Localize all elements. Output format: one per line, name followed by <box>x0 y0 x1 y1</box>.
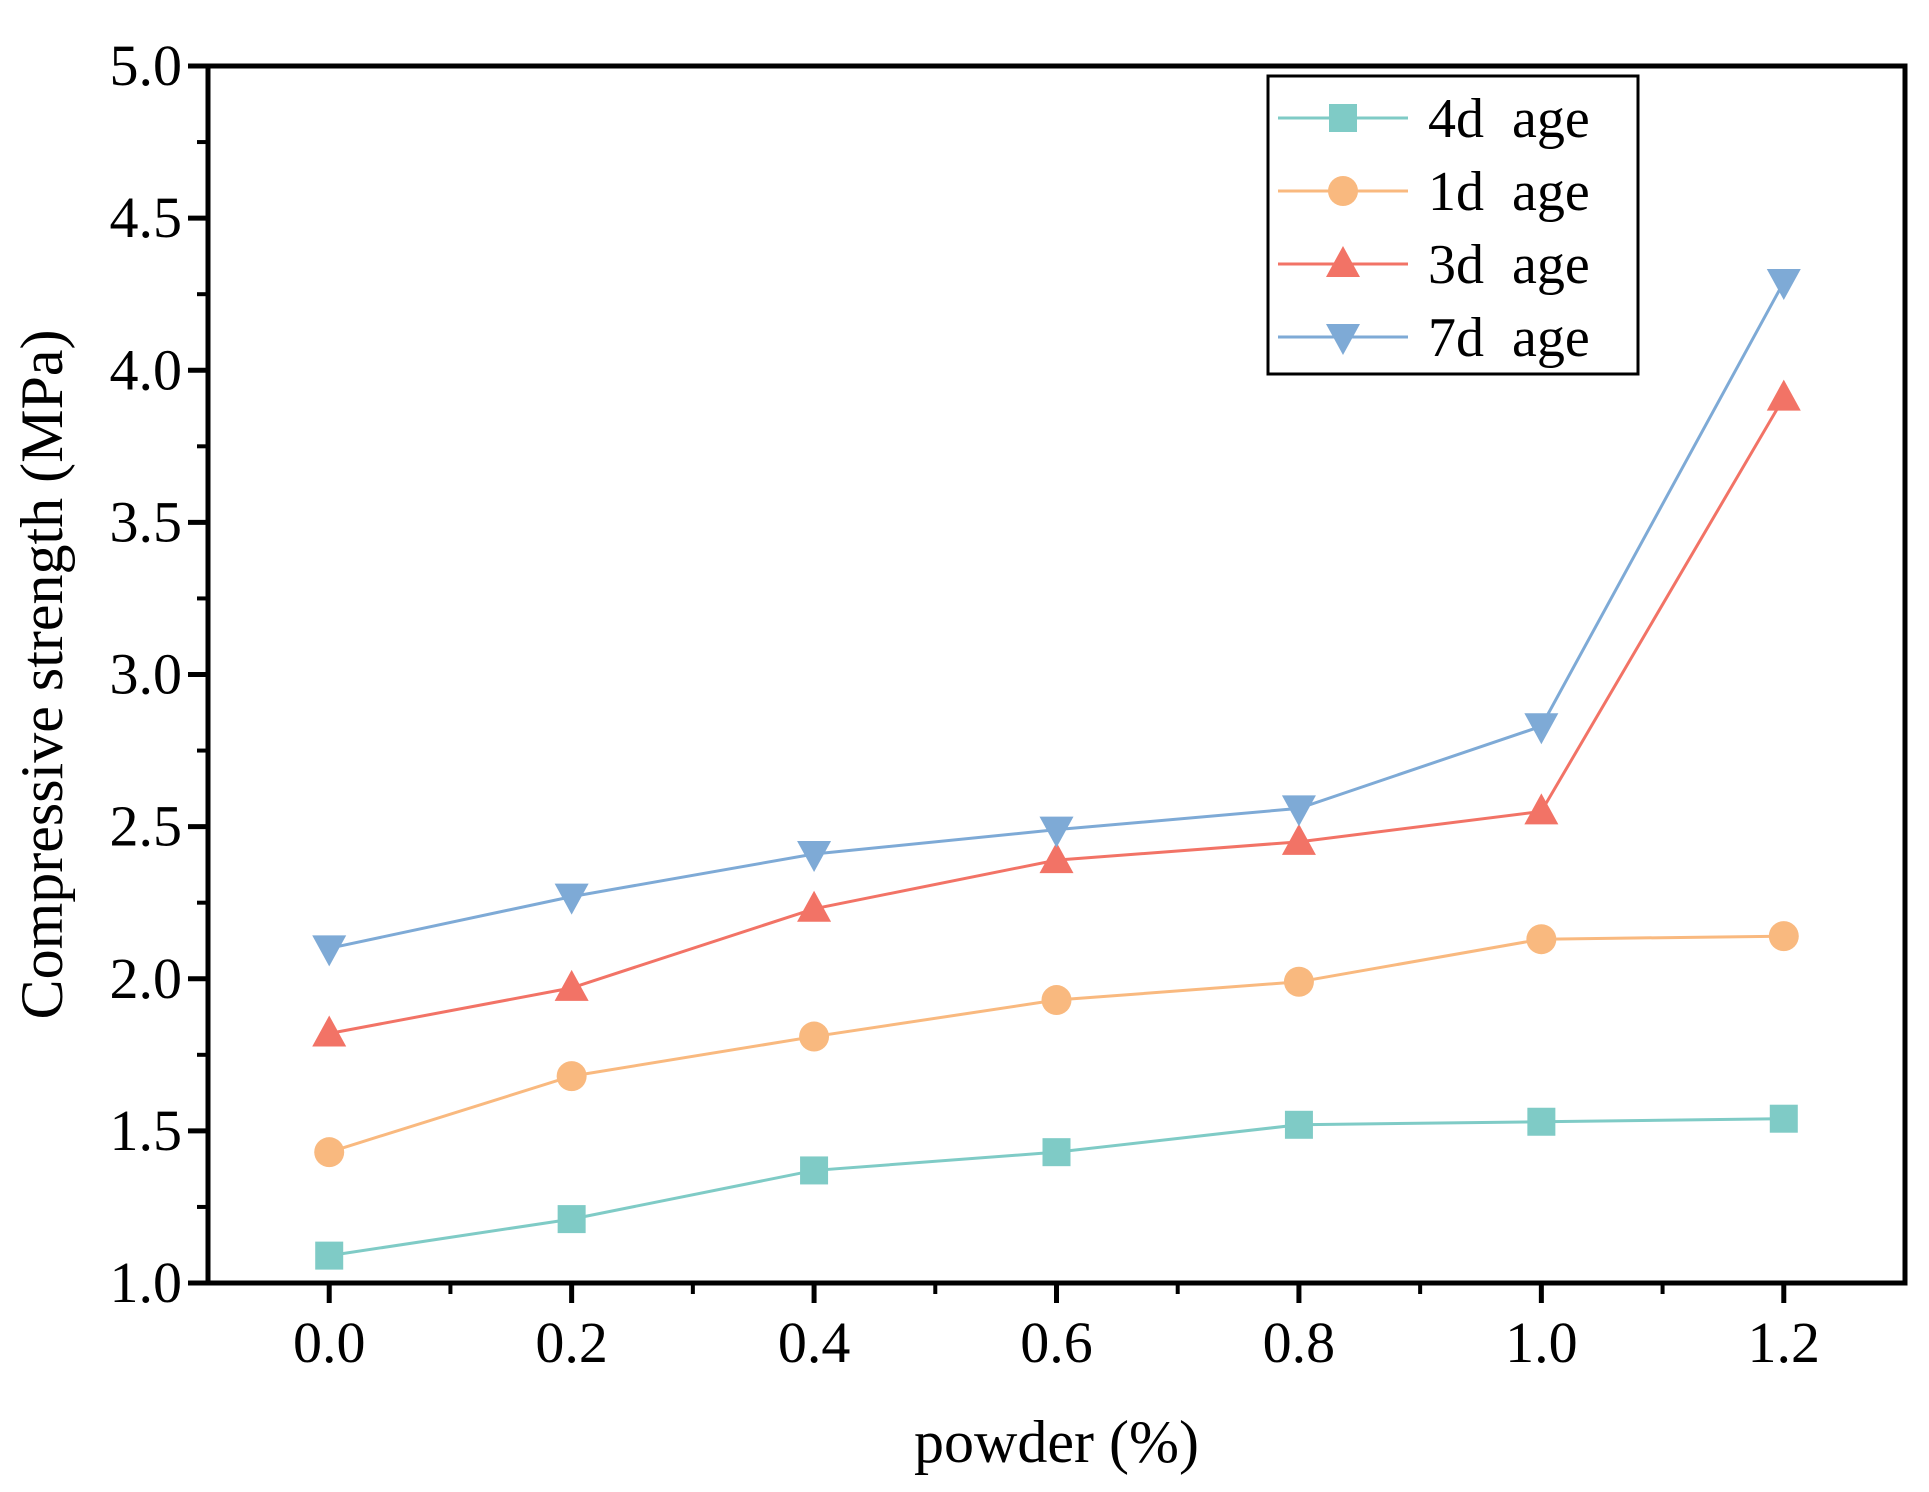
legend-label: 7d age <box>1428 307 1590 369</box>
series-3 <box>312 269 1801 967</box>
legend: 4d age 1d age 3d age 7d age <box>1266 74 1640 376</box>
series-1 <box>314 921 1799 1168</box>
data-point <box>1284 1110 1313 1139</box>
data-point <box>1769 1104 1798 1133</box>
x-tick-label: 0.0 <box>293 1310 366 1375</box>
legend-marker <box>1329 104 1357 132</box>
x-axis-title: powder (%) <box>914 1409 1199 1475</box>
data-point <box>1527 1107 1556 1136</box>
data-point <box>1281 795 1316 827</box>
legend-label: 3d age <box>1428 234 1590 296</box>
data-point <box>1041 985 1072 1016</box>
legend-entry: 4d age <box>1278 88 1590 150</box>
y-axis-title: Compressive strength (MPa) <box>9 330 75 1020</box>
data-point <box>1039 842 1074 874</box>
x-tick-label: 0.6 <box>1020 1310 1093 1375</box>
data-point <box>554 883 589 915</box>
y-tick-label: 5.0 <box>110 33 183 98</box>
data-point <box>1283 966 1314 997</box>
y-tick-label: 3.5 <box>110 489 183 554</box>
data-point <box>1281 823 1316 855</box>
legend-entry: 7d age <box>1278 307 1590 369</box>
legend-label: 4d age <box>1428 88 1590 150</box>
data-point <box>1042 1138 1071 1167</box>
data-point <box>556 1061 587 1092</box>
data-point <box>1766 379 1801 411</box>
legend-marker <box>1326 324 1360 355</box>
data-point <box>312 1015 347 1047</box>
data-point <box>1039 816 1074 848</box>
legend-marker <box>1328 176 1358 206</box>
x-tick-label: 0.2 <box>535 1310 608 1375</box>
legend-marker <box>1326 246 1360 277</box>
data-point <box>797 890 832 922</box>
series-0 <box>315 1104 1798 1270</box>
x-tick-label: 0.4 <box>778 1310 851 1375</box>
series-2 <box>312 379 1801 1047</box>
data-point <box>800 1156 829 1185</box>
data-point <box>1524 713 1559 745</box>
data-point <box>797 841 832 873</box>
data-point <box>314 1137 345 1168</box>
data-point <box>557 1205 586 1234</box>
data-point <box>799 1021 830 1052</box>
data-point <box>1524 793 1559 825</box>
y-tick-label: 2.5 <box>110 794 183 859</box>
legend-entry: 3d age <box>1278 234 1590 296</box>
x-tick-label: 1.0 <box>1505 1310 1578 1375</box>
data-point <box>1526 924 1557 955</box>
data-point <box>1768 921 1799 952</box>
tick-labels-layer: 1.0 1.5 2.0 2.5 3.0 3.5 4.0 4.5 5.0 0.0 0.2 0.4 0.6 0… <box>110 33 1821 1375</box>
data-point <box>1766 269 1801 301</box>
data-point <box>554 969 589 1001</box>
data-point <box>315 1241 344 1270</box>
y-tick-label: 2.0 <box>110 946 183 1011</box>
plot-frame <box>205 63 1908 1286</box>
data-point <box>312 935 347 967</box>
y-tick-label: 4.5 <box>110 185 183 250</box>
x-tick-label: 1.2 <box>1748 1310 1821 1375</box>
y-tick-label: 1.5 <box>110 1098 183 1163</box>
x-tick-label: 0.8 <box>1263 1310 1336 1375</box>
series-layer <box>312 269 1801 1270</box>
legend-label: 1d age <box>1428 161 1590 223</box>
y-tick-label: 3.0 <box>110 642 183 707</box>
y-tick-label: 4.0 <box>110 337 183 402</box>
legend-entry: 1d age <box>1278 161 1590 223</box>
y-tick-label: 1.0 <box>110 1250 183 1315</box>
